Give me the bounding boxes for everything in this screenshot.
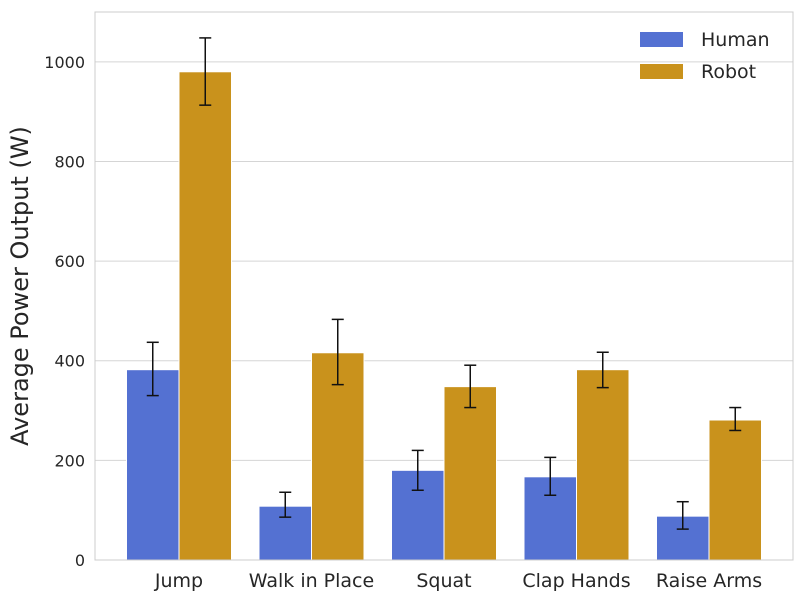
y-tick-label: 1000 [44, 53, 85, 72]
error-bar-robot [729, 406, 742, 432]
bar-robot [311, 352, 365, 561]
x-tick-label: Walk in Place [249, 570, 374, 592]
y-tick-label: 0 [75, 551, 85, 570]
y-tick-labels: 0 200 400 600 800 1000 [44, 53, 85, 570]
legend-item-robot: Robot [640, 61, 756, 83]
y-tick-label: 400 [54, 352, 85, 371]
y-tick-label: 600 [54, 252, 85, 271]
x-tick-label: Clap Hands [522, 570, 630, 592]
y-axis-label: Average Power Output (W) [6, 126, 34, 446]
error-bar-human [544, 456, 557, 496]
legend-item-human: Human [640, 29, 770, 51]
legend-label: Robot [701, 61, 756, 83]
legend-label: Human [701, 29, 770, 51]
bar-robot [443, 386, 497, 561]
error-bars [146, 37, 742, 530]
x-tick-label: Jump [154, 570, 203, 592]
x-tick-label: Squat [416, 570, 471, 592]
error-bar-robot [596, 351, 609, 389]
error-bar-human [411, 449, 424, 492]
error-bar-robot [464, 364, 477, 409]
error-bar-human [146, 341, 159, 397]
error-bar-robot [199, 37, 212, 106]
bar-robot [576, 369, 630, 561]
error-bar-robot [331, 318, 344, 386]
bar-robot [708, 419, 762, 561]
legend-swatch [640, 32, 683, 47]
error-bar-human [676, 500, 689, 530]
bar-human [126, 369, 180, 561]
plot-frame [94, 11, 794, 561]
x-tick-labels: Jump Walk in Place Squat Clap Hands Raise Ar… [154, 570, 762, 592]
error-bar-human [279, 491, 292, 518]
bars [126, 71, 762, 561]
legend-swatch [640, 64, 683, 79]
legend: Human Robot [640, 29, 770, 83]
bar-robot [178, 71, 232, 561]
y-tick-label: 800 [54, 152, 85, 171]
x-tick-label: Raise Arms [656, 570, 762, 592]
y-tick-label: 200 [54, 451, 85, 470]
